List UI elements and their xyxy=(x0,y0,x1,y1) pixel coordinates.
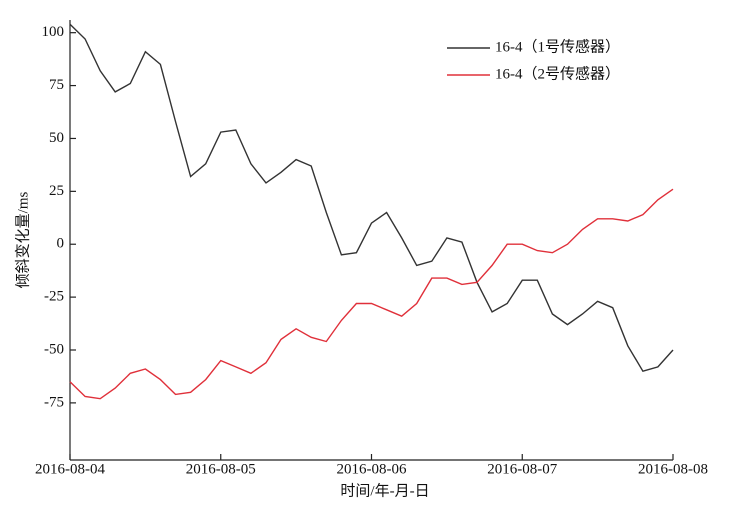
x-tick-label: 2016-08-07 xyxy=(487,461,557,477)
y-tick-label: -50 xyxy=(44,341,64,357)
x-tick-label: 2016-08-08 xyxy=(638,461,708,477)
y-tick-label: 75 xyxy=(49,77,64,93)
x-tick-label: 2016-08-06 xyxy=(337,461,407,477)
line-series xyxy=(69,23,674,373)
x-axis-label: 时间/年-月-日 xyxy=(340,482,429,499)
y-tick-label: 100 xyxy=(42,24,65,40)
line-series xyxy=(69,188,674,400)
y-tick-label: 50 xyxy=(49,130,64,146)
legend-label: 16-4（2号传感器） xyxy=(495,65,620,82)
y-tick-label: -75 xyxy=(44,394,64,410)
y-tick-label: -25 xyxy=(44,289,64,305)
y-tick-label: 25 xyxy=(49,183,64,199)
legend-label: 16-4（1号传感器） xyxy=(495,38,620,55)
x-tick-label: 2016-08-04 xyxy=(35,461,105,477)
y-axis-label: 倾斜变化量/ms xyxy=(14,192,31,289)
x-tick-label: 2016-08-05 xyxy=(186,461,256,477)
y-tick-label: 0 xyxy=(57,236,65,252)
